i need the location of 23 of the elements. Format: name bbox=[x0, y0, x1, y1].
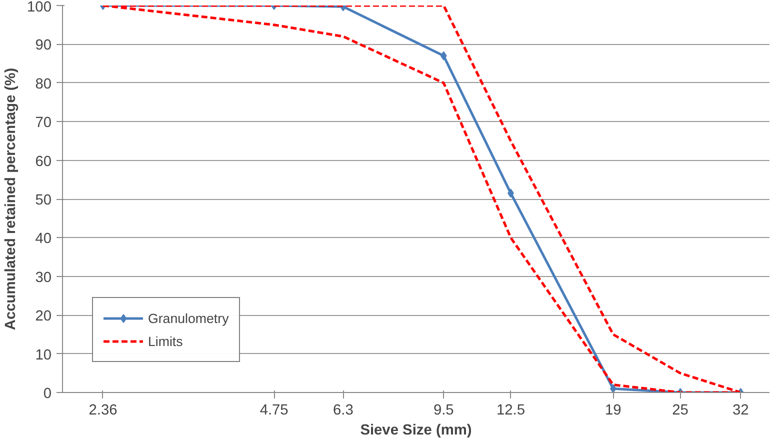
y-tick-label: 80 bbox=[35, 76, 52, 92]
x-tick-label: 12.5 bbox=[496, 402, 526, 418]
y-tick-label: 60 bbox=[35, 154, 52, 170]
y-tick-label: 70 bbox=[35, 115, 52, 132]
x-tick-label: 19 bbox=[605, 402, 622, 418]
y-tick-label: 20 bbox=[35, 308, 52, 325]
x-tick-label: 2.36 bbox=[88, 402, 118, 418]
x-tick-label: 9.5 bbox=[433, 402, 454, 418]
y-tick-label: 30 bbox=[35, 270, 52, 286]
y-axis-title: Accumulated retained percentage (%) bbox=[3, 68, 20, 330]
x-tick-label: 25 bbox=[672, 402, 688, 418]
y-tick-label: 40 bbox=[35, 231, 52, 248]
x-tick-label: 32 bbox=[732, 402, 749, 418]
y-tick-label: 90 bbox=[35, 38, 52, 54]
y-tick-label: 0 bbox=[43, 386, 52, 402]
y-tick-label: 50 bbox=[35, 192, 52, 208]
legend-label: Granulometry bbox=[148, 310, 229, 326]
legend-label: Limits bbox=[148, 334, 183, 348]
x-tick-label: 4.75 bbox=[260, 402, 288, 418]
x-axis-title: Sieve Size (mm) bbox=[360, 422, 472, 438]
y-tick-label: 10 bbox=[35, 347, 52, 364]
x-tick-label: 6.3 bbox=[332, 402, 354, 418]
y-tick-label: 100 bbox=[27, 0, 52, 16]
